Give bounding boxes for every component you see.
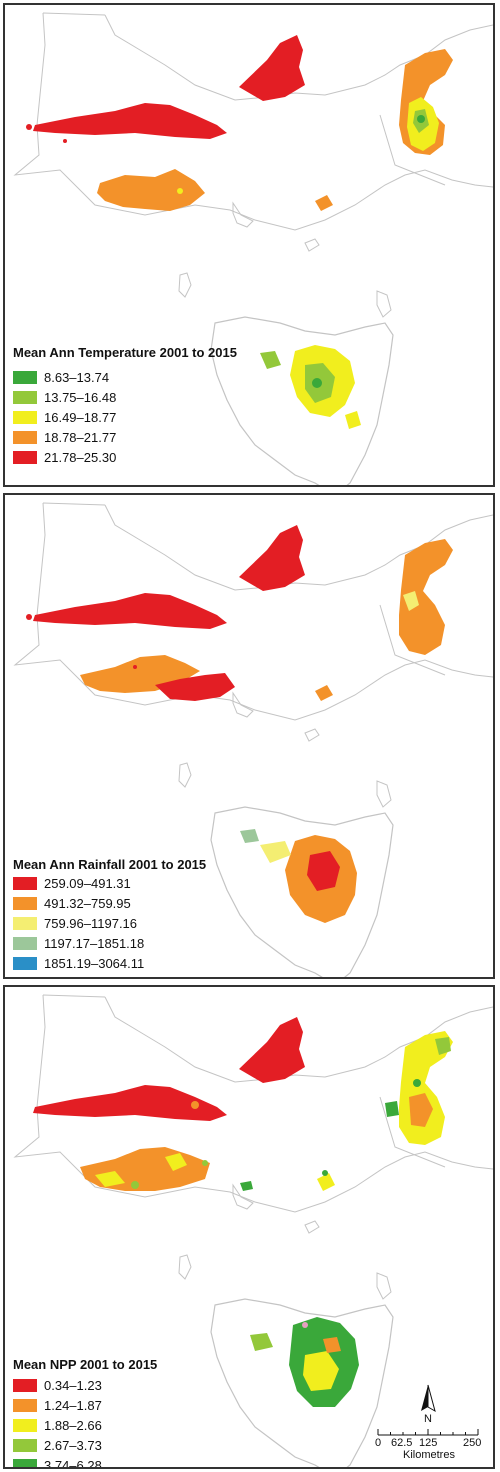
legend-title: Mean Ann Temperature 2001 to 2015 [13, 345, 237, 360]
legend-swatch [13, 876, 37, 890]
temperature-map-panel: Mean Ann Temperature 2001 to 2015 8.63–1… [3, 3, 495, 487]
legend-swatch [13, 936, 37, 950]
north-label: N [424, 1413, 432, 1425]
temperature-map [14, 12, 493, 485]
legend-label: 1.88–2.66 [44, 1417, 102, 1433]
legend-label: 759.96–1197.16 [44, 915, 138, 931]
legend-label: 21.78–25.30 [44, 449, 117, 465]
legend-label: 491.32–759.95 [44, 895, 131, 911]
legend-label: 0.34–1.23 [44, 1377, 102, 1393]
legend-item: 491.32–759.95 [13, 893, 253, 913]
legend-item: 13.75–16.48 [13, 387, 253, 407]
legend-label: 18.78–21.77 [44, 429, 117, 445]
rainfall-map-panel: Mean Ann Rainfall 2001 to 2015 259.09–49… [3, 493, 495, 979]
legend-item: 1197.17–1851.18 [13, 933, 253, 953]
legend-item: 18.78–21.77 [13, 427, 253, 447]
scale-tick-label: 125 [419, 1437, 438, 1449]
legend-swatch [13, 390, 37, 404]
legend-item: 259.09–491.31 [13, 873, 253, 893]
legend-label: 259.09–491.31 [44, 875, 131, 891]
legend-label: 13.75–16.48 [44, 389, 117, 405]
legend-swatch [13, 430, 37, 444]
legend-item: 2.67–3.73 [13, 1435, 253, 1455]
scale-tick-label: 62.5 [391, 1437, 413, 1449]
npp-legend: Mean NPP 2001 to 2015 0.34–1.23 1.24–1.8… [13, 1357, 253, 1469]
legend-swatch [13, 1378, 37, 1392]
npp-map-panel: Mean NPP 2001 to 2015 0.34–1.23 1.24–1.8… [3, 985, 495, 1469]
legend-item: 16.49–18.77 [13, 407, 253, 427]
scale-unit-label: Kilometres [403, 1449, 455, 1461]
legend-swatch [13, 450, 37, 464]
legend-label: 1851.19–3064.11 [44, 955, 145, 971]
legend-title: Mean Ann Rainfall 2001 to 2015 [13, 857, 207, 872]
legend-item: 3.74–6.28 [13, 1455, 253, 1469]
temperature-legend: Mean Ann Temperature 2001 to 2015 8.63–1… [13, 345, 253, 467]
legend-item: 1851.19–3064.11 [13, 953, 253, 973]
legend-item: 8.63–13.74 [13, 367, 253, 387]
legend-label: 1197.17–1851.18 [44, 935, 145, 951]
legend-item: 1.24–1.87 [13, 1395, 253, 1415]
north-arrow-icon [421, 1384, 436, 1413]
legend-label: 3.74–6.28 [44, 1457, 102, 1469]
legend-swatch [13, 916, 37, 930]
legend-label: 1.24–1.87 [44, 1397, 102, 1413]
legend-swatch [13, 1458, 37, 1467]
legend-swatch [13, 956, 37, 970]
legend-item: 0.34–1.23 [13, 1375, 253, 1395]
legend-swatch [13, 1438, 37, 1452]
legend-swatch [13, 370, 37, 384]
legend-item: 759.96–1197.16 [13, 913, 253, 933]
scale-bar: N 0 62.5 125 250 Kilometres [373, 1377, 483, 1461]
legend-title: Mean NPP 2001 to 2015 [13, 1357, 158, 1372]
legend-item: 21.78–25.30 [13, 447, 253, 467]
legend-swatch [13, 896, 37, 910]
legend-swatch [13, 1398, 37, 1412]
legend-label: 2.67–3.73 [44, 1437, 102, 1453]
legend-item: 1.88–2.66 [13, 1415, 253, 1435]
npp-map [14, 994, 493, 1467]
legend-label: 8.63–13.74 [44, 369, 110, 385]
legend-swatch [13, 1418, 37, 1432]
legend-label: 16.49–18.77 [44, 409, 117, 425]
scale-tick-label: 0 [375, 1437, 382, 1449]
legend-swatch [13, 410, 37, 424]
scale-tick-label: 250 [463, 1437, 482, 1449]
rainfall-legend: Mean Ann Rainfall 2001 to 2015 259.09–49… [13, 857, 253, 973]
rainfall-map [14, 502, 493, 977]
